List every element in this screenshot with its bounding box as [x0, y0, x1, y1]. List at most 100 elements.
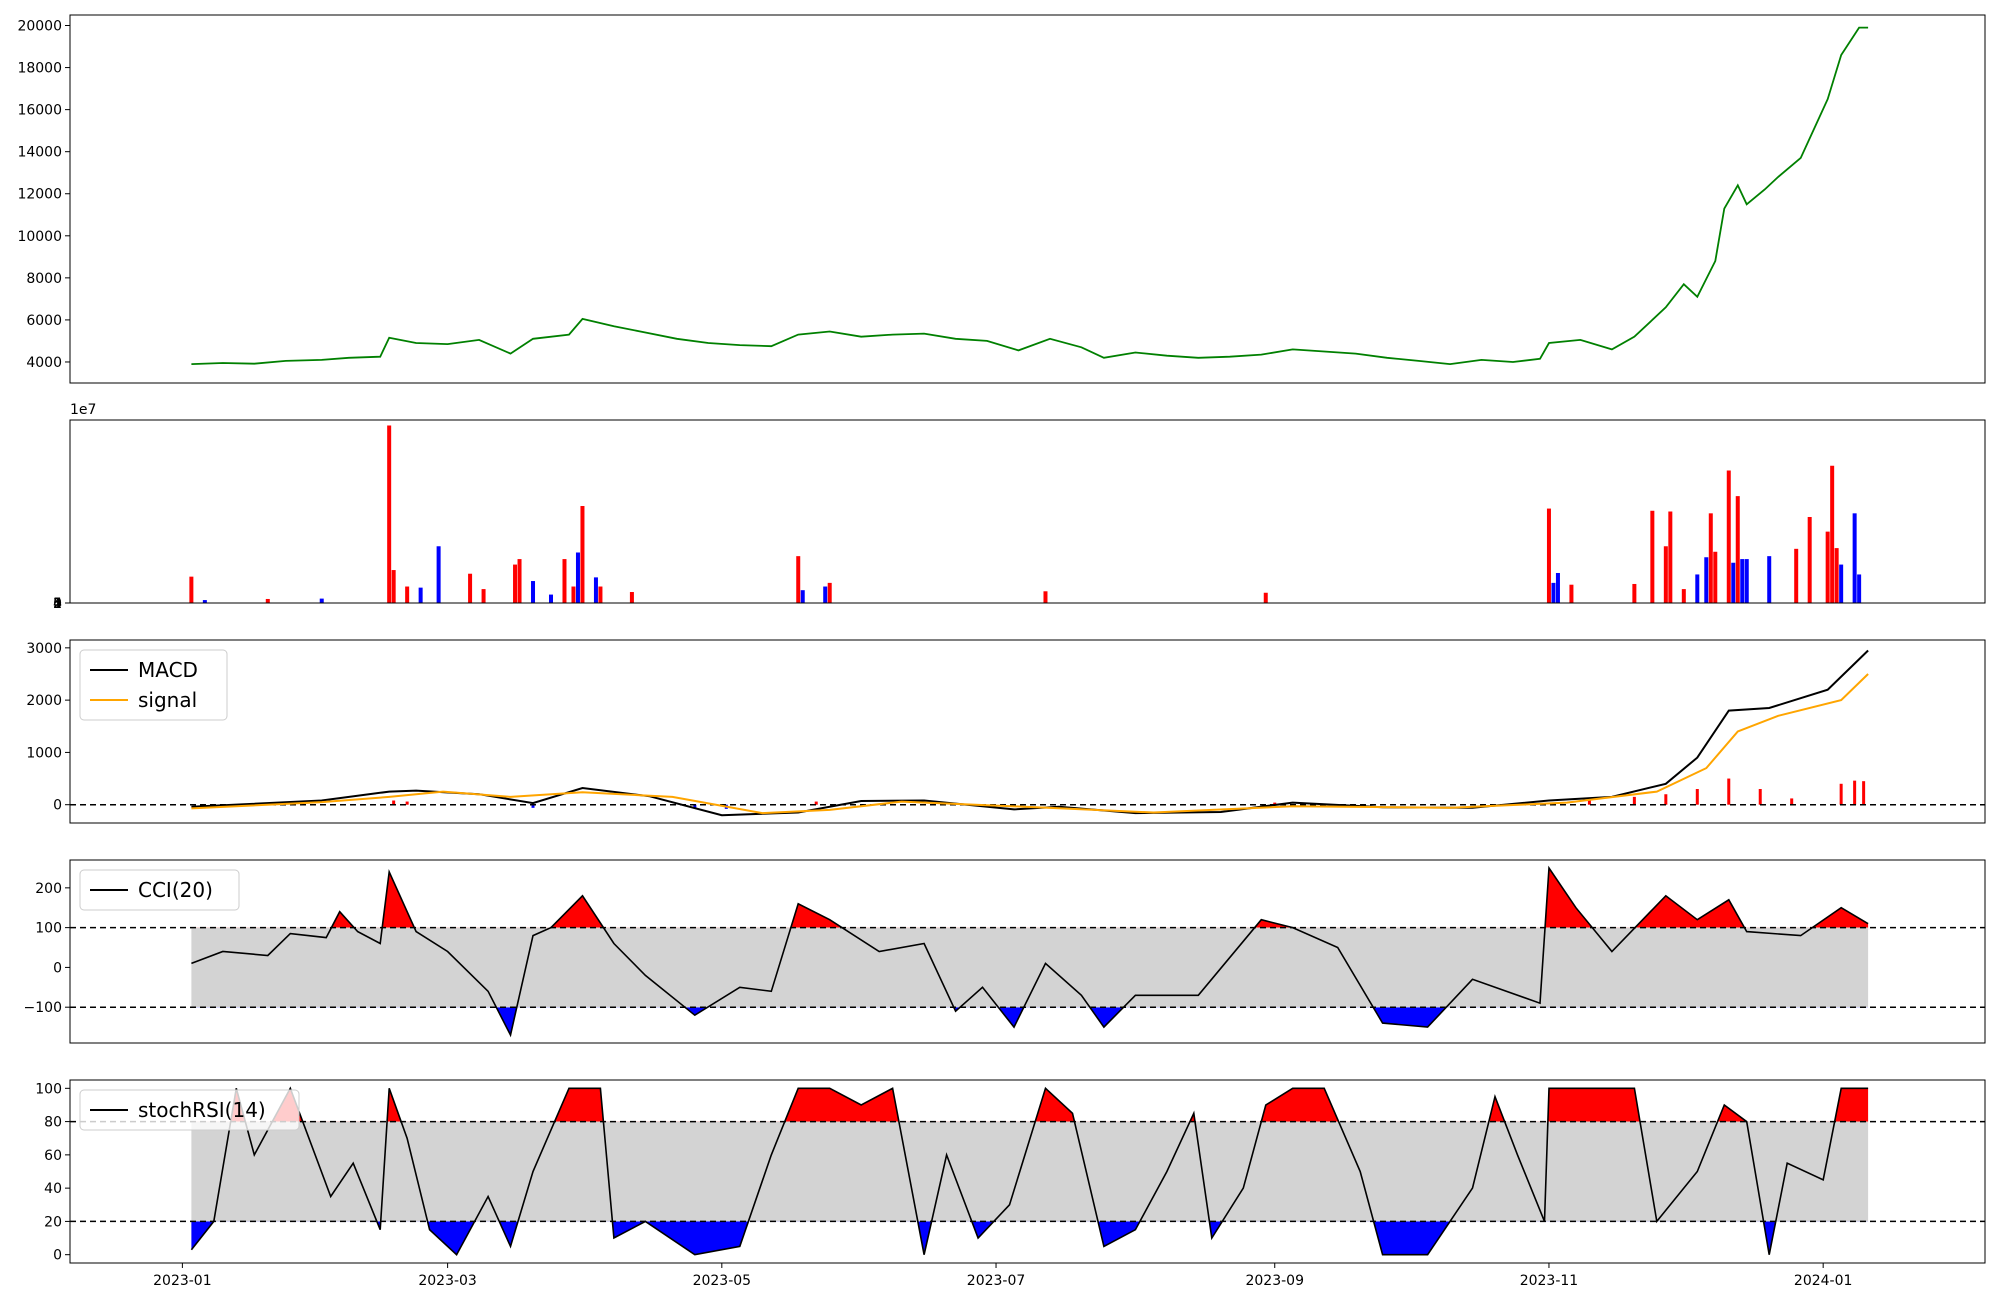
volume-bar [265, 598, 270, 603]
legend-label: signal [138, 688, 197, 712]
volume-bar [1555, 572, 1560, 603]
macd-histogram-bar [1790, 798, 1794, 805]
volume-bar [1708, 513, 1713, 603]
volume-bar [1857, 574, 1862, 603]
volume-bar [1668, 511, 1673, 603]
y-tick-label: 2 [53, 596, 62, 612]
volume-bar [1695, 574, 1700, 603]
legend-label: MACD [138, 658, 198, 682]
y-tick-label: 40 [44, 1181, 62, 1197]
y-tick-label: 4000 [26, 355, 62, 371]
macd-histogram-bar [1695, 789, 1699, 805]
volume-bar [1807, 516, 1812, 603]
volume-bar [1263, 592, 1268, 603]
legend: CCI(20) [79, 869, 240, 911]
volume-bar [513, 564, 518, 603]
volume-bar [629, 592, 634, 603]
volume-bar [571, 586, 576, 603]
volume-bar [1569, 584, 1574, 603]
volume-bar [1726, 470, 1731, 603]
x-tick-label: 2023-01 [153, 1273, 212, 1289]
y-tick-label: 10000 [17, 229, 62, 245]
volume-bar [1794, 548, 1799, 603]
volume-bar [391, 570, 396, 603]
volume-bar [189, 576, 194, 603]
y-tick-label: 14000 [17, 145, 62, 161]
volume-bar [1852, 513, 1857, 603]
panel-frame [69, 1079, 1986, 1264]
volume-bar [548, 594, 553, 603]
volume-bar [575, 552, 580, 603]
y-tick-label: 0 [53, 798, 62, 814]
price-line [191, 26, 1869, 366]
volume-bar [468, 573, 473, 603]
volume-bar [531, 581, 536, 603]
y-tick-label: 1 [53, 596, 62, 612]
y-tick-label: −100 [24, 1000, 62, 1016]
overbought-fill [191, 868, 1869, 928]
y-tick-label: 0 [53, 596, 62, 612]
volume-bar [1681, 589, 1686, 603]
y-tick-label: 2000 [26, 693, 62, 709]
panel-frame [69, 14, 1986, 384]
volume-bar [1744, 559, 1749, 603]
volume-bar [1713, 551, 1718, 603]
volume-bar [387, 425, 392, 603]
macd-line [191, 649, 1869, 817]
axis-offset-label: 1e7 [70, 402, 96, 418]
volume-bar [593, 577, 598, 603]
y-tick-label: 18000 [17, 61, 62, 77]
legend: MACD signal [79, 649, 228, 721]
x-tick-label: 2023-05 [693, 1273, 752, 1289]
y-tick-label: 5 [53, 596, 62, 612]
y-tick-label: 3000 [26, 641, 62, 657]
volume-bar [796, 556, 801, 603]
macd-histogram-bar [405, 801, 409, 805]
volume-bar [580, 506, 585, 603]
macd-histogram-bar [1632, 796, 1636, 805]
legend: stochRSI(14) [79, 1089, 300, 1131]
x-tick-label: 2023-03 [418, 1273, 477, 1289]
volume-bar [1830, 465, 1835, 603]
indicator-line [190, 1086, 1869, 1256]
y-tick-label: 6000 [26, 313, 62, 329]
legend-label: stochRSI(14) [138, 1098, 266, 1122]
y-tick-label: 100 [35, 1081, 62, 1097]
y-tick-label: 16000 [17, 103, 62, 119]
volume-bar [1834, 548, 1839, 603]
volume-bar [562, 559, 567, 603]
volume-bar [827, 582, 832, 603]
y-tick-label: 60 [44, 1148, 62, 1164]
macd-histogram-bar [814, 801, 818, 805]
volume-bar [202, 600, 207, 603]
y-tick-label: 20000 [17, 19, 62, 35]
volume-bar [823, 586, 828, 603]
neutral-band [191, 1121, 1869, 1222]
y-tick-label: 3 [53, 596, 62, 612]
volume-bar [1632, 583, 1637, 603]
x-tick-label: 2023-09 [1245, 1273, 1304, 1289]
macd-histogram-bar [392, 800, 396, 805]
volume-bar [1767, 556, 1772, 603]
volume-bar [1704, 557, 1709, 603]
volume-bar [319, 598, 324, 603]
volume-bar [1825, 531, 1830, 603]
legend-box [79, 649, 228, 721]
volume-bar [1043, 591, 1048, 603]
volume-bar [598, 586, 603, 603]
macd-histogram-bar [1587, 799, 1591, 805]
macd-histogram-bar [1273, 802, 1277, 805]
volume-bar [1650, 510, 1655, 603]
legend-label: CCI(20) [138, 878, 213, 902]
macd-histogram-bar [1839, 783, 1843, 805]
y-tick-label: 0 [53, 1248, 62, 1264]
volume-bar [481, 589, 486, 603]
x-tick-label: 2024-01 [1794, 1273, 1853, 1289]
macd-histogram-bar [1853, 780, 1857, 805]
y-tick-label: 4 [53, 596, 62, 612]
macd-histogram-bar [1664, 794, 1668, 805]
volume-bar [405, 586, 410, 603]
macd-histogram-bar [531, 804, 535, 808]
volume-bar [800, 590, 805, 603]
